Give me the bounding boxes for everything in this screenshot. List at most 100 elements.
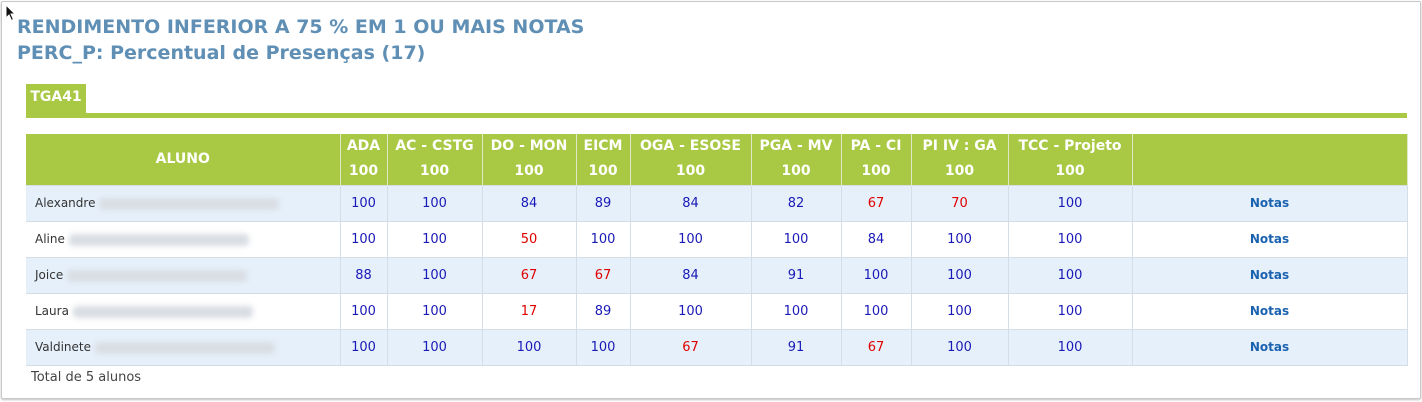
score-cell: 100 [751, 292, 842, 329]
table-row: Aline 100 100 50 100 100 100 84 100 100 Notas [26, 220, 1408, 257]
score-cell: 17 [482, 292, 577, 329]
score-cell: 84 [630, 256, 752, 293]
report-title-line2: PERC_P: Percentual de Presenças (17) [17, 42, 426, 64]
student-name: Laura [35, 304, 69, 318]
redacted-surname [67, 269, 248, 282]
score-cell: 100 [387, 292, 483, 329]
header-subject: ADA 100 [340, 134, 388, 185]
grades-table: ALUNO ADA 100 AC - CSTG 100 DO - MON 100 EICM 1… [26, 134, 1408, 366]
score-cell: 100 [630, 292, 752, 329]
score-cell: 91 [751, 256, 842, 293]
header-subject: OGA - ESOSE 100 [630, 134, 752, 185]
student-name: Joice [35, 268, 64, 282]
subject-max: 100 [675, 163, 706, 180]
notas-cell: Notas [1132, 184, 1408, 221]
table-row: Alexandre 100 100 84 89 84 82 67 70 100 Notas [26, 184, 1408, 221]
redacted-surname [95, 341, 275, 354]
subject-max: 100 [348, 163, 379, 180]
notas-link[interactable]: Notas [1249, 339, 1290, 354]
score-cell: 67 [630, 328, 752, 366]
score-cell: 84 [630, 184, 752, 221]
notas-cell: Notas [1132, 292, 1408, 329]
score-cell: 100 [340, 220, 388, 257]
score-cell: 100 [1008, 184, 1133, 221]
mouse-pointer-icon [5, 4, 17, 22]
score-cell: 70 [911, 184, 1009, 221]
subject-name: TCC - Projeto [1018, 138, 1122, 155]
score-cell: 100 [340, 292, 388, 329]
report-title-line1: RENDIMENTO INFERIOR A 75 % EM 1 OU MAIS … [17, 16, 585, 38]
notas-link[interactable]: Notas [1249, 195, 1290, 210]
subject-max: 100 [514, 163, 544, 180]
student-cell: Joice [26, 256, 341, 293]
score-cell: 100 [340, 328, 388, 366]
score-cell: 100 [387, 220, 483, 257]
redacted-surname [72, 305, 253, 318]
score-cell: 89 [576, 292, 631, 329]
subject-name: DO - MON [490, 138, 568, 155]
subject-name: EICM [583, 138, 623, 155]
score-cell: 100 [387, 184, 483, 221]
subject-max: 100 [419, 163, 450, 180]
notas-cell: Notas [1132, 220, 1408, 257]
score-cell: 100 [340, 184, 388, 221]
score-cell: 100 [576, 328, 631, 366]
student-cell: Aline [26, 220, 341, 257]
score-cell: 100 [751, 220, 842, 257]
subject-max: 100 [781, 163, 811, 180]
subject-name: ADA [346, 138, 381, 155]
student-cell: Alexandre [26, 184, 341, 221]
header-subject: EICM 100 [576, 134, 631, 185]
header-subject: AC - CSTG 100 [387, 134, 483, 185]
header-subject: TCC - Projeto 100 [1008, 134, 1133, 185]
score-cell: 88 [340, 256, 388, 293]
tab-class[interactable]: TGA41 [26, 84, 86, 113]
score-cell: 100 [576, 220, 631, 257]
score-cell: 100 [387, 328, 483, 366]
score-cell: 67 [841, 184, 912, 221]
score-cell: 100 [482, 328, 577, 366]
score-cell: 100 [911, 256, 1009, 293]
total-count: Total de 5 alunos [31, 370, 142, 385]
notas-link[interactable]: Notas [1249, 267, 1290, 282]
table-body: Alexandre 100 100 84 89 84 82 67 70 100 Notas Aline… [26, 184, 1408, 366]
score-cell: 67 [576, 256, 631, 293]
student-cell: Valdinete [26, 328, 341, 366]
student-name: Aline [35, 232, 65, 246]
notas-link[interactable]: Notas [1249, 303, 1290, 318]
score-cell: 100 [1008, 256, 1133, 293]
score-cell: 100 [841, 292, 912, 329]
notas-cell: Notas [1132, 328, 1408, 366]
header-subject: PI IV : GA 100 [911, 134, 1009, 185]
header-subject: PA - CI 100 [841, 134, 912, 185]
score-cell: 100 [911, 292, 1009, 329]
score-cell: 91 [751, 328, 842, 366]
tab-underline [26, 113, 1407, 118]
score-cell: 67 [841, 328, 912, 366]
header-subject: PGA - MV 100 [751, 134, 842, 185]
score-cell: 100 [387, 256, 483, 293]
score-cell: 100 [1008, 220, 1133, 257]
table-row: Laura 100 100 17 89 100 100 100 100 100 Notas [26, 292, 1408, 329]
score-cell: 100 [1008, 328, 1133, 366]
subject-name: AC - CSTG [395, 138, 474, 155]
table-row: Valdinete 100 100 100 100 67 91 67 100 100 Notas [26, 328, 1408, 366]
score-cell: 67 [482, 256, 577, 293]
notas-cell: Notas [1132, 256, 1408, 293]
score-cell: 100 [630, 220, 752, 257]
student-cell: Laura [26, 292, 341, 329]
subject-max: 100 [861, 163, 891, 180]
score-cell: 100 [1008, 292, 1133, 329]
score-cell: 100 [911, 220, 1009, 257]
student-name: Alexandre [35, 196, 96, 210]
subject-name: PI IV : GA [922, 138, 997, 155]
score-cell: 89 [576, 184, 631, 221]
redacted-surname [68, 233, 249, 246]
table-header-row: ALUNO ADA 100 AC - CSTG 100 DO - MON 100 EICM 1… [26, 134, 1408, 185]
notas-link[interactable]: Notas [1249, 231, 1290, 246]
header-actions [1132, 134, 1408, 185]
score-cell: 100 [841, 256, 912, 293]
subject-name: PA - CI [850, 138, 902, 155]
subject-name: OGA - ESOSE [640, 138, 741, 155]
score-cell: 82 [751, 184, 842, 221]
